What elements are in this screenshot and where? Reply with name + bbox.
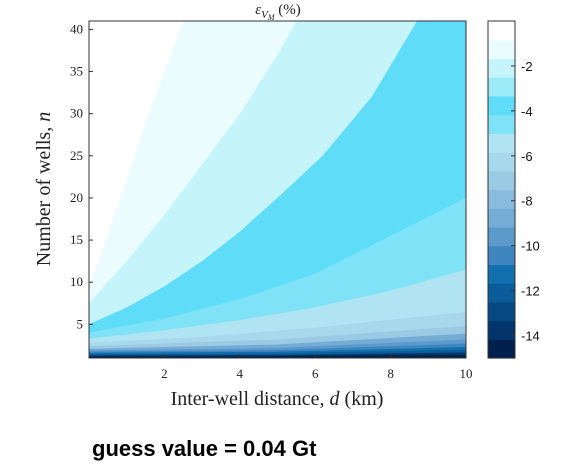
y-tick-label: 30 [70, 106, 83, 121]
title-units: (%) [275, 2, 301, 18]
colorbar-swatch [488, 95, 515, 116]
title-subsubscript: M [267, 13, 276, 22]
colorbar-frame [487, 20, 516, 359]
colorbar-swatch [488, 39, 515, 60]
chart-title: εVM (%) [255, 2, 301, 22]
y-tick-label: 35 [70, 64, 83, 79]
colorbar-swatch [488, 226, 515, 247]
x-tick-label: 10 [460, 366, 473, 381]
colorbar-swatch [488, 283, 515, 303]
y-tick-label: 20 [70, 190, 83, 205]
colorbar-tick-label: -8 [521, 194, 533, 209]
contour-figure: εVM (%) 2 4 6 8 10 5 10 15 20 25 30 35 40 Inter-wel… [33, 2, 540, 410]
colorbar [488, 21, 515, 359]
contour-region [89, 21, 466, 304]
colorbar-swatch [488, 301, 515, 322]
colorbar-tick-label: -14 [521, 329, 540, 344]
y-tick-label: 25 [70, 148, 83, 163]
colorbar-swatch [488, 58, 515, 78]
colorbar-swatch [488, 77, 515, 97]
contour-layers [89, 21, 466, 358]
colorbar-ticks: -2 -4 -6 -8 -10 -12 -14 [511, 59, 540, 344]
y-ticks: 5 10 15 20 25 30 35 40 [70, 21, 93, 331]
colorbar-tick-label: -12 [521, 284, 540, 299]
x-axis-label: Inter-well distance, d (km) [171, 388, 384, 410]
title-symbol: ε [255, 2, 261, 18]
colorbar-swatch [488, 320, 515, 340]
colorbar-swatch [488, 21, 515, 41]
y-tick-label: 10 [70, 274, 83, 289]
colorbar-swatch [488, 114, 515, 134]
guess-value-caption: guess value = 0.04 Gt [92, 436, 317, 461]
title-subscript: V [261, 9, 269, 21]
y-tick-label: 5 [77, 316, 84, 331]
colorbar-swatch [488, 208, 515, 228]
contour-region [89, 21, 466, 287]
colorbar-tick-label: -4 [521, 104, 533, 119]
colorbar-tick-label: -2 [521, 59, 533, 74]
x-ticks: 2 4 6 8 10 [161, 354, 473, 381]
y-tick-label: 15 [70, 232, 83, 247]
colorbar-swatch [488, 264, 515, 284]
colorbar-tick-label: -6 [521, 149, 533, 164]
colorbar-swatch [488, 189, 515, 209]
colorbar-tick-label: -10 [521, 239, 540, 254]
plot-frame [88, 20, 467, 359]
y-axis-label: Number of wells, n [33, 112, 55, 266]
colorbar-swatch [488, 170, 515, 191]
colorbar-swatch [488, 133, 515, 153]
y-tick-label: 40 [70, 21, 83, 36]
x-tick-label: 8 [387, 366, 394, 381]
x-tick-label: 6 [312, 366, 319, 381]
colorbar-swatch [488, 339, 515, 359]
x-tick-label: 2 [161, 366, 168, 381]
colorbar-swatch [488, 152, 515, 172]
colorbar-swatch [488, 245, 515, 265]
x-tick-label: 4 [237, 366, 244, 381]
